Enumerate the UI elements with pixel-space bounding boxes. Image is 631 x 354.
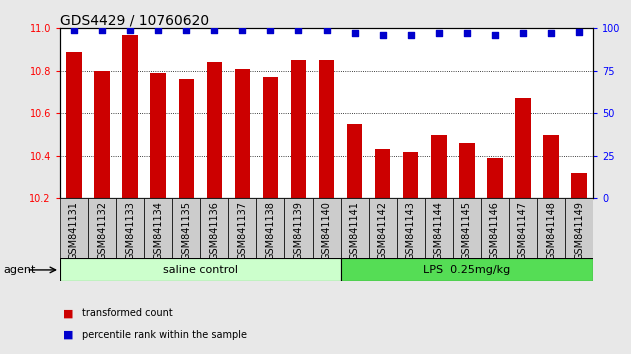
Text: GSM841134: GSM841134: [153, 201, 163, 260]
Bar: [565, 198, 593, 260]
Bar: [341, 258, 593, 281]
Text: GSM841138: GSM841138: [266, 201, 275, 260]
Text: GSM841140: GSM841140: [322, 201, 331, 260]
Point: [518, 30, 528, 36]
Bar: [206, 62, 222, 198]
Bar: [453, 198, 481, 260]
Text: GSM841132: GSM841132: [97, 201, 107, 260]
Bar: [459, 143, 475, 198]
Text: GSM841133: GSM841133: [125, 201, 135, 260]
Text: GSM841137: GSM841137: [237, 201, 247, 260]
Bar: [228, 198, 256, 260]
Text: GSM841147: GSM841147: [518, 201, 528, 260]
Bar: [150, 73, 166, 198]
Text: GDS4429 / 10760620: GDS4429 / 10760620: [60, 13, 209, 27]
Bar: [312, 198, 341, 260]
Bar: [66, 52, 81, 198]
Point: [574, 29, 584, 35]
Text: GSM841148: GSM841148: [546, 201, 556, 260]
Point: [293, 27, 304, 33]
Bar: [375, 149, 391, 198]
Text: saline control: saline control: [163, 265, 238, 275]
Bar: [347, 124, 362, 198]
Point: [462, 30, 472, 36]
Text: GSM841135: GSM841135: [181, 201, 191, 260]
Bar: [572, 173, 587, 198]
Text: GSM841141: GSM841141: [350, 201, 360, 260]
Bar: [172, 198, 200, 260]
Point: [209, 27, 220, 33]
Bar: [94, 71, 110, 198]
Text: GSM841143: GSM841143: [406, 201, 416, 260]
Bar: [537, 198, 565, 260]
Bar: [487, 158, 503, 198]
Bar: [122, 35, 138, 198]
Text: GSM841131: GSM841131: [69, 201, 79, 260]
Point: [181, 27, 191, 33]
Bar: [516, 98, 531, 198]
Bar: [509, 198, 537, 260]
Text: percentile rank within the sample: percentile rank within the sample: [82, 330, 247, 339]
Point: [377, 32, 387, 38]
Text: agent: agent: [3, 265, 35, 275]
Bar: [262, 77, 278, 198]
Text: GSM841144: GSM841144: [433, 201, 444, 260]
Point: [490, 32, 500, 38]
Text: GSM841142: GSM841142: [378, 201, 387, 260]
Point: [153, 27, 163, 33]
Text: GSM841149: GSM841149: [574, 201, 584, 260]
Bar: [369, 198, 397, 260]
Text: ■: ■: [63, 308, 74, 318]
Bar: [200, 198, 228, 260]
Text: ■: ■: [63, 330, 74, 339]
Text: GSM841145: GSM841145: [462, 201, 472, 260]
Point: [546, 30, 556, 36]
Point: [97, 27, 107, 33]
Text: LPS  0.25mg/kg: LPS 0.25mg/kg: [423, 265, 510, 275]
Text: GSM841136: GSM841136: [209, 201, 220, 260]
Bar: [60, 258, 341, 281]
Bar: [319, 60, 334, 198]
Text: GSM841146: GSM841146: [490, 201, 500, 260]
Bar: [179, 79, 194, 198]
Point: [406, 32, 416, 38]
Bar: [285, 198, 312, 260]
Point: [350, 30, 360, 36]
Bar: [60, 198, 88, 260]
Point: [69, 27, 79, 33]
Bar: [144, 198, 172, 260]
Point: [125, 27, 135, 33]
Bar: [481, 198, 509, 260]
Bar: [425, 198, 453, 260]
Bar: [88, 198, 116, 260]
Bar: [543, 135, 559, 198]
Point: [433, 30, 444, 36]
Bar: [116, 198, 144, 260]
Bar: [235, 69, 250, 198]
Point: [266, 27, 276, 33]
Text: transformed count: transformed count: [82, 308, 173, 318]
Bar: [341, 198, 369, 260]
Bar: [256, 198, 285, 260]
Point: [237, 27, 247, 33]
Bar: [403, 152, 418, 198]
Bar: [431, 135, 447, 198]
Point: [321, 27, 332, 33]
Bar: [291, 60, 306, 198]
Bar: [397, 198, 425, 260]
Text: GSM841139: GSM841139: [293, 201, 304, 260]
